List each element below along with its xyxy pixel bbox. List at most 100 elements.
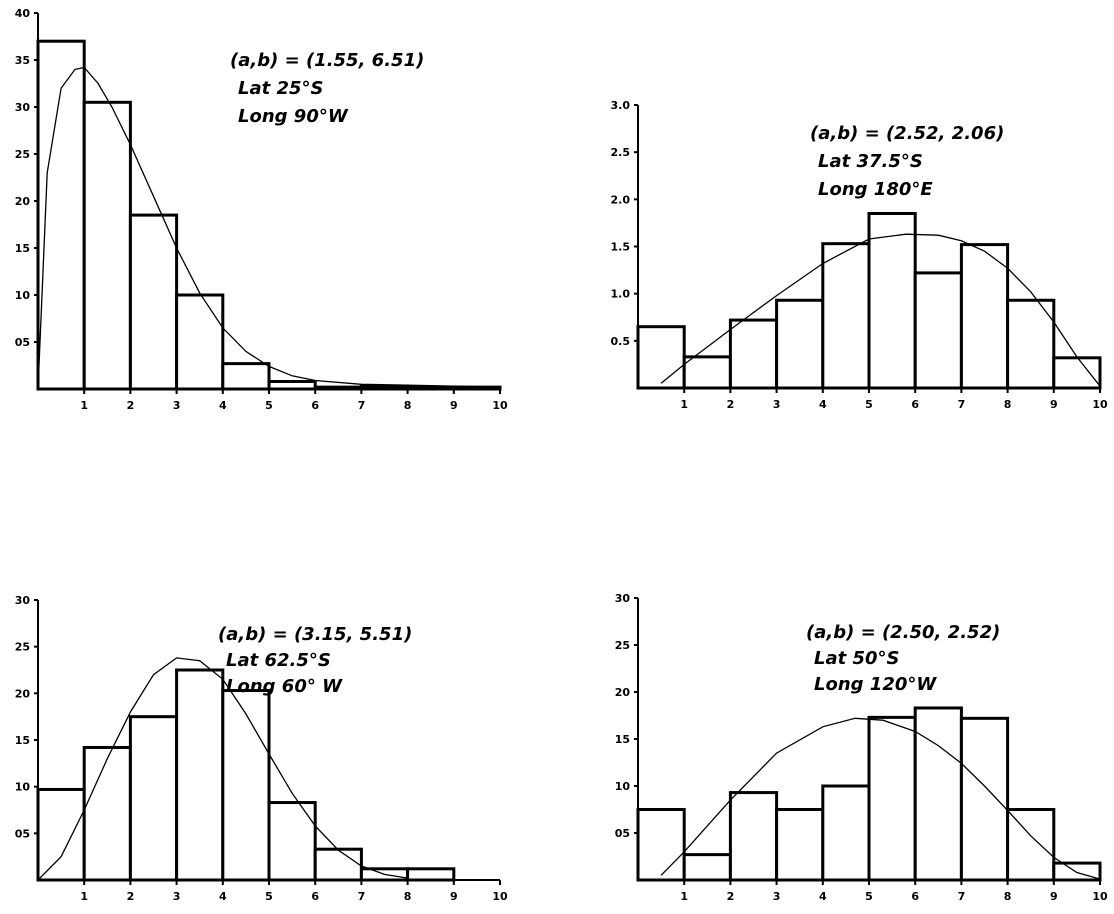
y-tick-label: 15 [15, 734, 30, 747]
x-tick-label: 1 [80, 890, 88, 903]
histogram-bar-7 [913, 706, 963, 882]
histogram-bar-2 [682, 355, 732, 390]
histogram-bar-4 [775, 298, 825, 390]
annotation-line-3: Long 60° W [226, 676, 343, 697]
y-tick-label: 25 [15, 148, 30, 161]
x-tick-label: 8 [1004, 890, 1012, 903]
y-tick-label: 10 [15, 781, 31, 794]
histogram-bar-5 [821, 242, 871, 390]
x-tick-label: 9 [1050, 398, 1058, 411]
y-tick-label: 20 [615, 686, 631, 699]
x-tick-label: 8 [404, 890, 412, 903]
x-tick-label: 8 [404, 399, 412, 412]
x-tick-label: 7 [958, 890, 966, 903]
histogram-bar-6 [267, 801, 317, 882]
y-tick-label: 2.5 [611, 146, 631, 159]
y-tick-label: 2.0 [611, 193, 631, 206]
chart-panel-1: 1 2 3 4 5 6 7 8 9 10 05 10 15 20 25 30 35 40 (a,b) = (1.55… [15, 7, 508, 412]
annotation-line-2: Lat 62.5°S [226, 650, 331, 671]
annotation-line-2: Lat 50°S [814, 648, 900, 669]
histogram-bar-1 [636, 808, 686, 882]
histogram-bar-4 [175, 668, 225, 882]
y-tick-label: 25 [15, 641, 30, 654]
x-tick-label: 6 [911, 398, 919, 411]
x-tick-label: 10 [1092, 890, 1108, 903]
y-tick-label: 3.0 [611, 99, 631, 112]
x-tick-label: 3 [173, 890, 181, 903]
x-tick-label: 6 [911, 890, 919, 903]
y-tick-label: 40 [15, 7, 31, 20]
y-tick-label: 30 [15, 101, 31, 114]
y-tick-label: 10 [15, 289, 31, 302]
histogram-bar-9 [406, 867, 456, 882]
annotation-line-1: (a,b) = (3.15, 5.51) [218, 624, 412, 645]
x-tick-label: 1 [680, 398, 688, 411]
x-tick-label: 5 [865, 398, 873, 411]
fit-curve [37, 66, 501, 390]
histogram-bar-6 [867, 715, 917, 882]
x-tick-label: 7 [358, 890, 366, 903]
annotation-line-1: (a,b) = (1.55, 6.51) [230, 50, 424, 71]
x-tick-label: 6 [311, 399, 319, 412]
histogram-bar-7 [913, 271, 963, 390]
x-tick-label: 5 [865, 890, 873, 903]
x-tick-label: 5 [265, 399, 273, 412]
x-tick-label: 7 [358, 399, 366, 412]
y-tick-label: 15 [15, 242, 30, 255]
histogram-bar-5 [821, 784, 871, 882]
annotation-line-2: Lat 37.5°S [818, 151, 923, 172]
histogram-bar-4 [775, 808, 825, 882]
y-tick-label: 20 [15, 687, 31, 700]
histogram-bar-1 [636, 325, 686, 390]
x-tick-label: 10 [1092, 398, 1108, 411]
annotation-line-1: (a,b) = (2.50, 2.52) [806, 622, 1000, 643]
histogram-bar-3 [728, 318, 779, 390]
fit-curve [37, 657, 408, 881]
histogram-bar-8 [959, 716, 1010, 882]
x-tick-label: 4 [219, 890, 227, 903]
histogram-bar-2 [82, 100, 132, 391]
x-tick-label: 1 [80, 399, 88, 412]
chart-panel-4: 1 2 3 4 5 6 7 8 9 10 05 10 15 20 25 30 (a,b) = (2.50, 2.… [615, 592, 1108, 903]
histogram-bar-2 [82, 745, 132, 882]
histogram-bar-6 [267, 379, 317, 391]
annotation-line-1: (a,b) = (2.52, 2.06) [810, 123, 1004, 144]
histogram-bar-5 [221, 362, 271, 391]
histogram-bar-6 [867, 211, 917, 390]
histogram-bar-3 [128, 715, 179, 882]
x-tick-label: 3 [773, 890, 781, 903]
x-tick-label: 9 [1050, 890, 1058, 903]
x-tick-label: 9 [450, 399, 458, 412]
histogram-bar-3 [728, 791, 779, 882]
x-tick-label: 10 [492, 399, 508, 412]
annotation-line-2: Lat 25°S [238, 78, 324, 99]
fit-curve [660, 717, 1101, 880]
x-tick-label: 2 [127, 890, 135, 903]
x-tick-label: 3 [773, 398, 781, 411]
histogram-bar-3 [128, 213, 179, 391]
y-tick-label: 15 [615, 733, 630, 746]
annotation-line-3: Long 90°W [238, 106, 349, 127]
x-tick-label: 4 [219, 399, 227, 412]
x-tick-label: 3 [173, 399, 181, 412]
histogram-bar-5 [221, 689, 271, 882]
y-tick-label: 05 [615, 827, 630, 840]
x-tick-label: 9 [450, 890, 458, 903]
histogram-bar-4 [175, 293, 225, 391]
y-tick-label: 30 [15, 594, 31, 607]
y-tick-label: 05 [15, 827, 30, 840]
histogram-bar-9 [1006, 808, 1056, 882]
x-tick-label: 2 [727, 398, 735, 411]
histogram-bar-1 [36, 787, 86, 882]
y-tick-label: 30 [615, 592, 631, 605]
x-tick-label: 8 [1004, 398, 1012, 411]
chart-panel-3: 1 2 3 4 5 6 7 8 9 10 05 10 15 20 25 30 (a,b) = (3.15, 5.… [15, 594, 508, 903]
x-tick-label: 6 [311, 890, 319, 903]
chart-panel-2: 1 2 3 4 5 6 7 8 9 10 0.5 1.0 1.5 2.0 2.5 3.0 (a,b) = (2.… [611, 99, 1108, 411]
y-tick-label: 25 [615, 639, 630, 652]
x-tick-label: 5 [265, 890, 273, 903]
x-tick-label: 4 [819, 398, 827, 411]
y-tick-label: 05 [15, 336, 30, 349]
y-tick-label: 1.0 [611, 288, 631, 301]
